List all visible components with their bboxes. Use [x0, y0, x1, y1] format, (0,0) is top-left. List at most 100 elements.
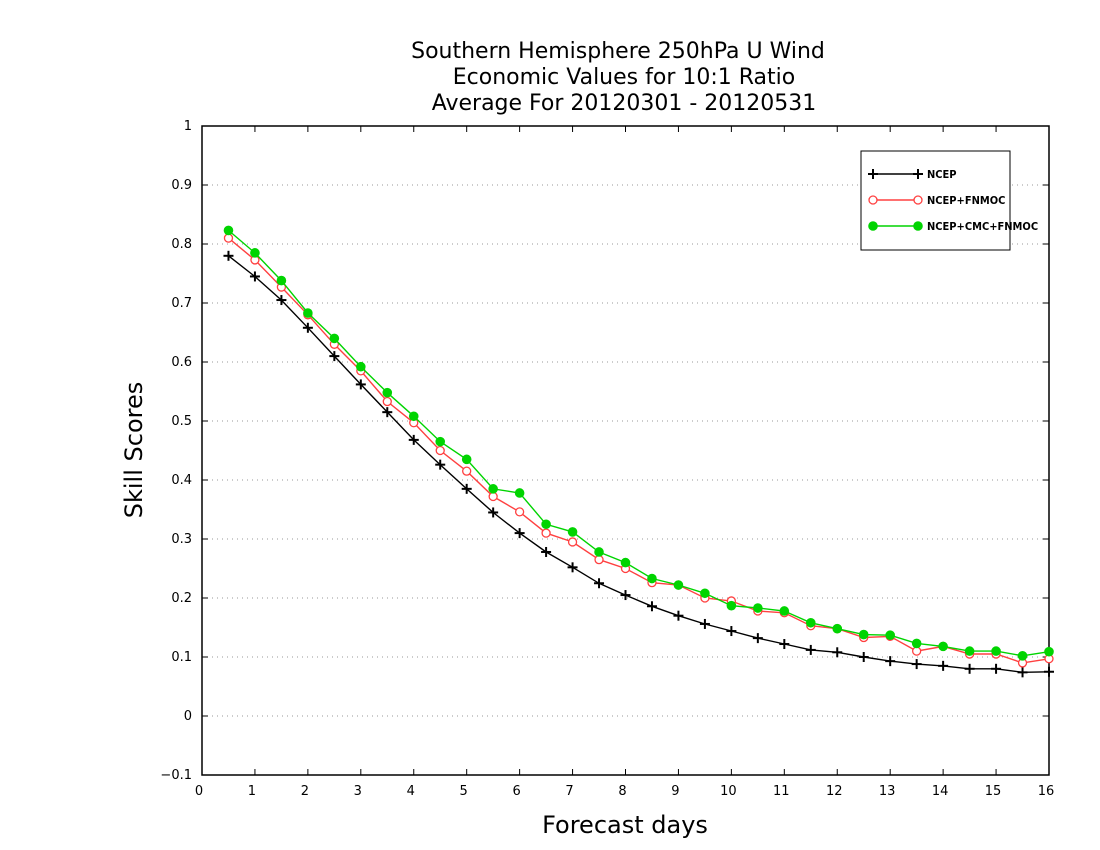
y-axis-title: Skill Scores	[120, 382, 148, 519]
legend-label: NCEP	[927, 168, 957, 181]
data-point	[1017, 651, 1028, 661]
x-tick-label: 2	[301, 784, 309, 799]
data-point	[779, 606, 790, 616]
data-point	[779, 639, 790, 650]
legend-entry: NCEP+CMC+FNMOC	[868, 220, 1038, 233]
series-ncep	[223, 250, 1054, 678]
legend-label: NCEP+CMC+FNMOC	[927, 220, 1038, 233]
y-tick-label: 0.9	[171, 178, 192, 193]
data-point	[408, 434, 419, 445]
data-point	[1017, 667, 1028, 678]
data-point	[541, 519, 551, 530]
data-point	[488, 507, 499, 518]
y-tick-label: 0.6	[171, 355, 192, 370]
legend-entry: NCEP+FNMOC	[868, 194, 1005, 207]
data-point	[911, 638, 922, 649]
data-point	[991, 663, 1002, 674]
data-point	[382, 396, 392, 407]
data-point	[885, 630, 895, 640]
data-point	[594, 578, 605, 589]
series-line	[228, 255, 1050, 674]
x-tick-label: 11	[773, 784, 790, 799]
data-point	[567, 537, 578, 547]
series-ncep-cmc-fnmoc	[223, 225, 1054, 661]
legend-marker	[913, 221, 923, 231]
x-tick-label: 10	[720, 784, 737, 799]
data-point	[620, 557, 631, 568]
y-tick-label: 0.1	[171, 650, 192, 665]
data-point	[488, 484, 498, 494]
data-point	[646, 601, 657, 612]
data-point	[276, 295, 287, 306]
data-point	[991, 646, 1001, 656]
x-tick-label: 15	[985, 784, 1002, 799]
data-point	[805, 617, 816, 628]
y-tick-label: 0.8	[171, 237, 192, 252]
legend-marker	[913, 195, 923, 205]
data-point	[514, 507, 525, 517]
data-point	[832, 623, 843, 634]
data-point	[541, 528, 551, 538]
legend: NCEP NCEP+FNMOC NCEP+CMC+FNMOC	[860, 150, 1038, 251]
legend-label: NCEP+FNMOC	[927, 194, 1005, 207]
data-point	[223, 250, 234, 261]
data-point	[673, 580, 684, 590]
data-point	[408, 411, 419, 422]
x-tick-label: 9	[671, 784, 679, 799]
data-point	[276, 275, 287, 286]
data-point	[911, 659, 922, 670]
data-point	[699, 618, 710, 629]
data-point	[223, 233, 234, 243]
x-tick-label: 16	[1038, 784, 1055, 799]
data-point	[938, 660, 949, 671]
legend-entry: NCEP	[868, 168, 957, 181]
axis-ticks: −0.100.10.20.30.40.50.60.70.80.910 1 2 3 4 5 6…	[160, 119, 1054, 799]
chart-title-line-2: Economic Values for 10:1 Ratio	[453, 65, 795, 90]
data-point	[832, 647, 843, 658]
series-line	[228, 237, 1050, 664]
data-point	[382, 407, 393, 418]
legend-marker	[868, 221, 878, 231]
data-point	[303, 308, 313, 318]
data-point	[726, 600, 737, 611]
data-point	[435, 459, 446, 470]
y-tick-label: 0	[184, 709, 192, 724]
series-layer	[223, 225, 1054, 678]
data-point	[435, 436, 446, 447]
data-point	[885, 656, 896, 667]
data-point	[594, 555, 604, 565]
data-point	[435, 445, 445, 456]
data-point	[514, 528, 525, 539]
grid-lines	[202, 184, 1049, 717]
x-axis-title: Forecast days	[542, 811, 708, 839]
data-point	[752, 633, 763, 644]
data-point	[753, 603, 763, 613]
x-tick-label: 6	[512, 784, 520, 799]
data-point	[329, 351, 340, 362]
data-point	[700, 588, 710, 599]
data-point	[329, 333, 340, 344]
data-point	[462, 466, 472, 476]
data-point	[938, 641, 948, 652]
data-point	[356, 361, 366, 372]
x-tick-label: 0	[195, 784, 203, 799]
data-point	[594, 547, 604, 557]
chart-title-line-3: Average For 20120301 - 20120531	[432, 91, 817, 116]
legend-marker	[913, 169, 923, 179]
x-tick-label: 5	[460, 784, 468, 799]
x-tick-label: 14	[932, 784, 949, 799]
data-point	[355, 379, 366, 390]
x-tick-label: 3	[354, 784, 362, 799]
data-point	[620, 590, 631, 601]
legend-marker	[868, 169, 878, 179]
data-point	[673, 610, 684, 621]
data-point	[488, 491, 498, 502]
data-point	[647, 573, 657, 584]
data-point	[567, 527, 578, 537]
data-point	[567, 562, 578, 573]
data-point	[223, 225, 234, 236]
chart-title-line-1: Southern Hemisphere 250hPa U Wind	[411, 39, 825, 64]
x-tick-label: 4	[407, 784, 415, 799]
legend-marker	[868, 195, 878, 205]
